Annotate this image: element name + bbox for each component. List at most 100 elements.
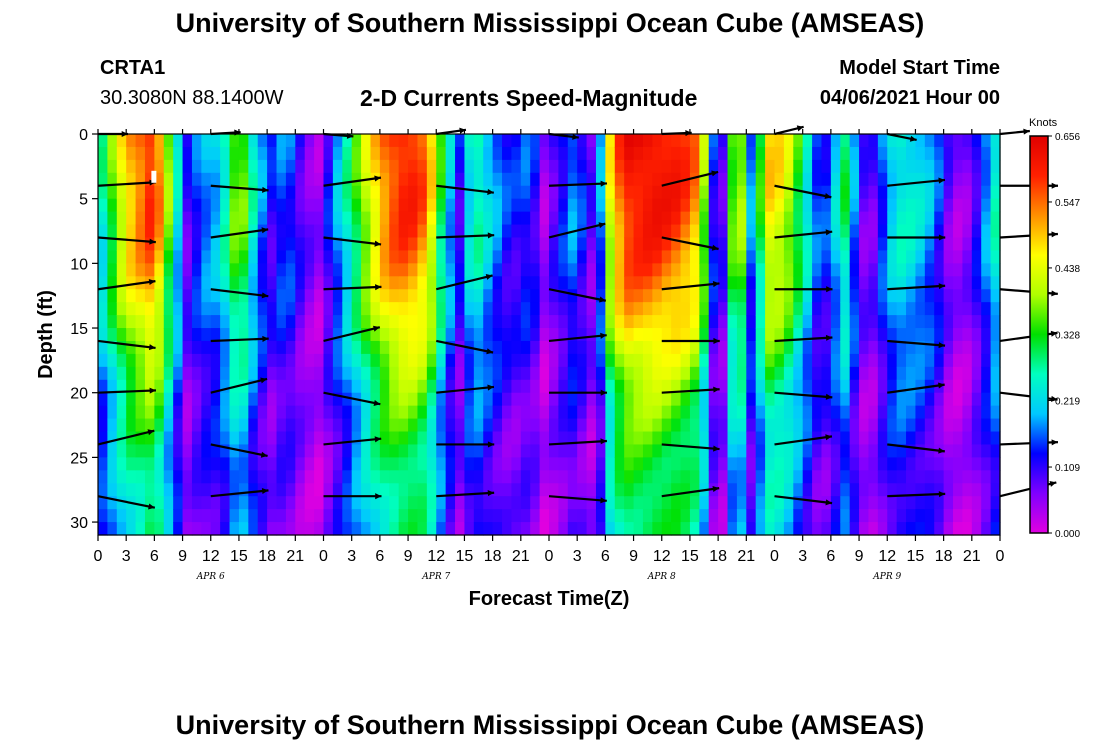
heatmap-cell — [116, 198, 127, 213]
heatmap-cell — [680, 263, 691, 277]
heatmap-cell — [511, 134, 522, 148]
heatmap-cell — [267, 496, 278, 510]
heatmap-cell — [530, 457, 541, 471]
heatmap-cell — [915, 457, 926, 471]
heatmap-cell — [614, 172, 625, 187]
heatmap-cell — [718, 328, 729, 342]
heatmap-cell — [642, 483, 653, 497]
heatmap-cell — [342, 522, 353, 536]
heatmap-cell — [126, 328, 137, 342]
heatmap-cell — [671, 237, 682, 252]
heatmap-cell — [379, 159, 390, 174]
heatmap-cell — [586, 172, 597, 187]
heatmap-cell — [642, 366, 653, 381]
heatmap-cell — [567, 276, 578, 290]
heatmap-cell — [98, 134, 108, 148]
current-vector-head — [938, 283, 946, 290]
heatmap-cell — [614, 340, 625, 355]
heatmap-cell — [144, 224, 155, 239]
heatmap-cell — [990, 159, 1001, 174]
heatmap-cell — [314, 276, 325, 290]
heatmap-cell — [295, 379, 306, 394]
heatmap-cell — [229, 470, 240, 484]
heatmap-cell — [107, 159, 118, 174]
heatmap-cell — [924, 237, 935, 252]
heatmap-cell — [746, 263, 757, 277]
heatmap-cell — [896, 172, 907, 187]
heatmap-cell — [267, 289, 278, 303]
heatmap-cell — [248, 483, 259, 497]
heatmap-cell — [614, 522, 625, 536]
heatmap-cell — [417, 522, 428, 536]
heatmap-cell — [821, 470, 832, 484]
heatmap-cell — [520, 172, 531, 187]
heatmap-cell — [445, 302, 456, 316]
heatmap-cell — [624, 418, 635, 433]
heatmap-cell — [314, 483, 325, 497]
heatmap-cell — [229, 302, 240, 316]
heatmap-cell — [558, 522, 569, 536]
heatmap-cell — [436, 250, 447, 264]
heatmap-cell — [116, 185, 127, 200]
x-tick-label: 0 — [319, 548, 328, 565]
y-tick-label: 10 — [70, 256, 88, 273]
heatmap-cell — [755, 198, 766, 213]
heatmap-cell — [595, 237, 606, 252]
heatmap-cell — [483, 328, 494, 342]
heatmap-cell — [812, 289, 823, 303]
heatmap-cell — [699, 353, 710, 368]
heatmap-cell — [436, 379, 447, 394]
heatmap-cell — [802, 405, 813, 420]
heatmap-cell — [173, 470, 184, 484]
heatmap-cell — [455, 263, 466, 277]
heatmap-cell — [182, 237, 193, 252]
heatmap-cell — [727, 392, 738, 407]
heatmap-cell — [389, 392, 400, 407]
heatmap-cell — [332, 185, 343, 200]
heatmap-cell — [379, 522, 390, 536]
heatmap-cell — [868, 328, 879, 342]
current-vector-head — [261, 292, 269, 299]
heatmap-cell — [924, 392, 935, 407]
heatmap-cell — [492, 470, 503, 484]
current-vector — [661, 170, 719, 187]
heatmap-cell — [877, 379, 888, 394]
heatmap-cell — [840, 159, 851, 174]
heatmap-cell — [492, 340, 503, 355]
heatmap-cell — [924, 457, 935, 471]
heatmap-cell — [502, 250, 513, 264]
heatmap-cell — [943, 457, 954, 471]
heatmap-cell — [840, 444, 851, 458]
heatmap-cell — [220, 146, 231, 161]
heatmap-cell — [812, 405, 823, 420]
heatmap-cell — [520, 522, 531, 536]
heatmap-cell — [642, 211, 653, 226]
heatmap-cell — [238, 198, 249, 213]
heatmap-cell — [126, 302, 137, 316]
heatmap-cell — [896, 496, 907, 510]
heatmap-cell — [755, 172, 766, 187]
heatmap-cell — [906, 172, 917, 187]
heatmap-cell — [877, 457, 888, 471]
heatmap-cell — [361, 366, 372, 381]
heatmap-cell — [614, 392, 625, 407]
heatmap-cell — [389, 159, 400, 174]
heatmap-cell — [163, 237, 174, 252]
colorbar-tick-label: 0.328 — [1055, 331, 1080, 342]
heatmap-cell — [953, 276, 964, 290]
heatmap-cell — [483, 483, 494, 497]
heatmap-cell — [370, 379, 381, 394]
heatmap-cell — [765, 340, 776, 355]
heatmap-cell — [351, 405, 362, 420]
current-vectors — [97, 125, 1058, 510]
heatmap-cell — [304, 224, 315, 239]
heatmap-cell — [877, 146, 888, 161]
heatmap-cell — [896, 198, 907, 213]
heatmap-cell — [652, 211, 663, 226]
heatmap-cell — [671, 418, 682, 433]
heatmap-cell — [746, 302, 757, 316]
heatmap-cell — [144, 263, 155, 277]
heatmap-cell — [934, 289, 945, 303]
heatmap-cell — [473, 250, 484, 264]
